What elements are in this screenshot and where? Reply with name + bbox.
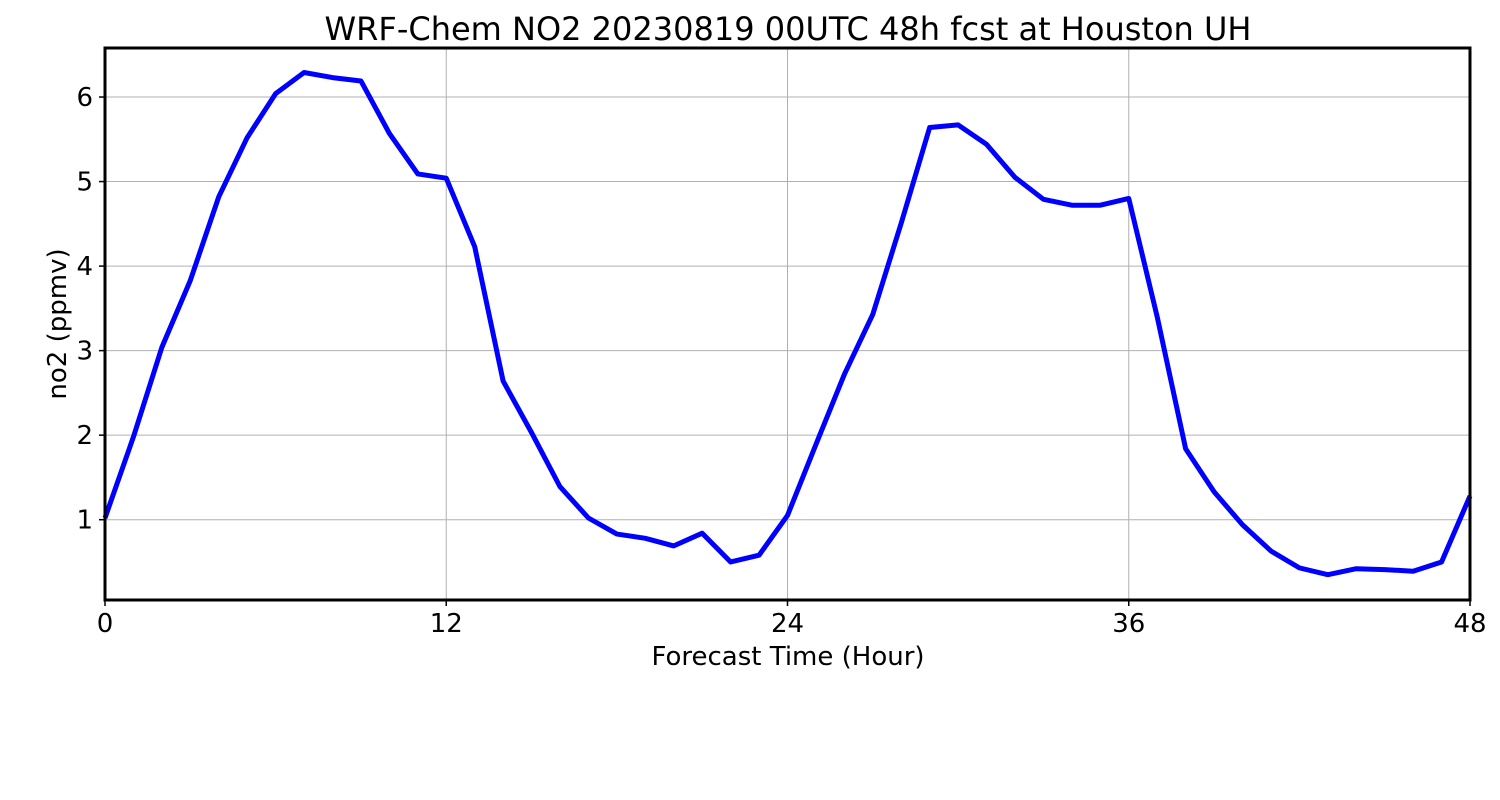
y-tick-label: 5 (76, 168, 93, 198)
x-tick-label: 12 (430, 609, 463, 639)
x-tick-label: 48 (1453, 609, 1486, 639)
y-tick-label: 4 (76, 252, 93, 282)
x-tick-label: 24 (771, 609, 804, 639)
y-tick-label: 6 (76, 83, 93, 113)
y-tick-label: 3 (76, 337, 93, 367)
x-axis-label: Forecast Time (Hour) (651, 642, 924, 672)
chart-title: WRF-Chem NO2 20230819 00UTC 48h fcst at … (325, 10, 1252, 48)
x-tick-label: 36 (1112, 609, 1145, 639)
no2-series-line (102, 70, 1473, 578)
x-tick-label: 0 (97, 609, 114, 639)
y-axis-label: no2 (ppmv) (43, 248, 73, 399)
y-tick-label: 2 (76, 421, 93, 451)
y-tick-label: 1 (76, 506, 93, 536)
series-layer (102, 70, 1473, 578)
